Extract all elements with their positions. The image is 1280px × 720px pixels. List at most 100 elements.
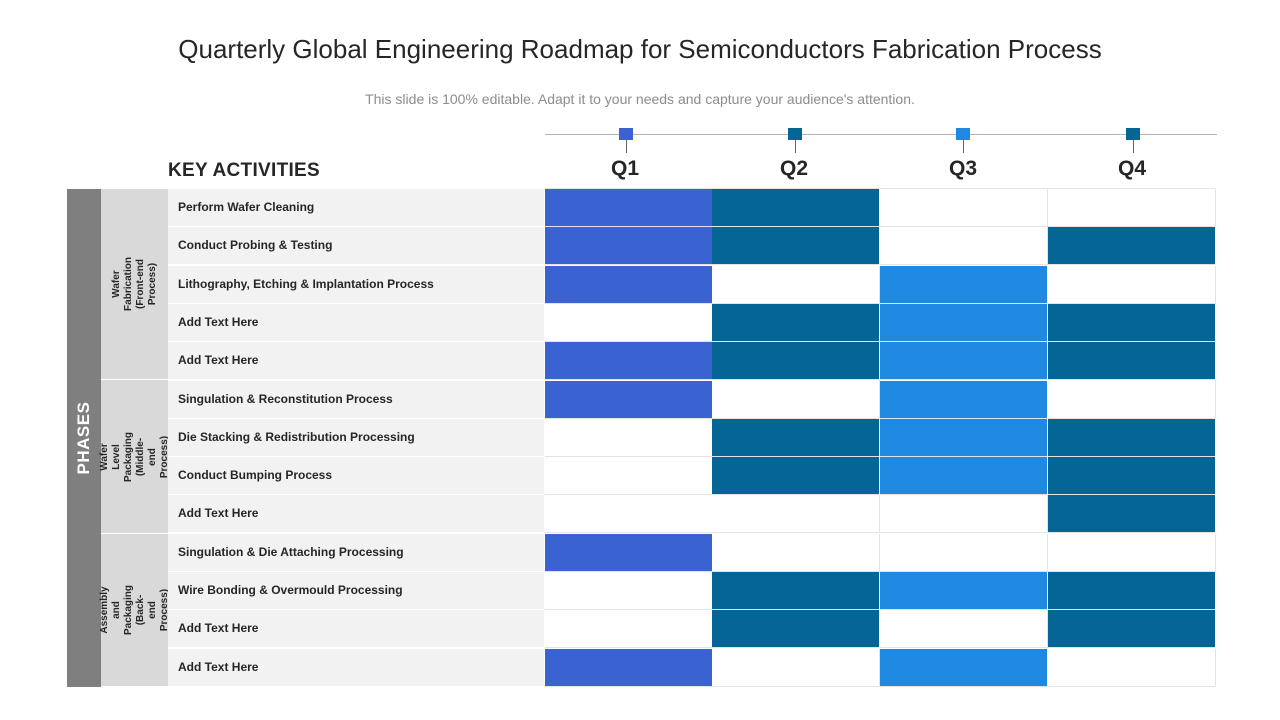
phase-group-label: Wafer Fabrication (Front-end Process): [111, 257, 159, 311]
quarter-cell-q2: [712, 380, 880, 419]
activity-row: Add Text Here: [168, 303, 1216, 342]
quarter-cell-q3: [880, 533, 1048, 572]
quarter-cell-q4: [1048, 342, 1216, 381]
q2-marker: [788, 128, 802, 140]
quarter-cell-q3: [880, 648, 1048, 687]
activity-row: Singulation & Die Attaching Processing: [168, 533, 1216, 572]
q4-label: Q4: [1117, 157, 1146, 180]
activity-label: Add Text Here: [178, 621, 259, 636]
activity-label-cell: Add Text Here: [168, 648, 544, 687]
quarter-cell-q1: [545, 533, 713, 572]
quarter-cell-q4: [1048, 227, 1216, 266]
q1-label: Q1: [610, 157, 639, 180]
activity-label-cell: Singulation & Reconstitution Process: [168, 380, 544, 419]
phase-group-label: Assembly and Packaging (Back- end Proces…: [99, 585, 171, 635]
q1-stem: [626, 140, 627, 153]
quarter-cell-q4: [1048, 303, 1216, 342]
quarter-cell-q3: [880, 380, 1048, 419]
quarter-cell-q2: [712, 418, 880, 457]
slide-title: Quarterly Global Engineering Roadmap for…: [178, 34, 1102, 64]
activity-label-cell: Perform Wafer Cleaning: [168, 189, 544, 227]
phase-label-line2: end Process): [146, 588, 170, 632]
slide-subtitle: This slide is 100% editable. Adapt it to…: [365, 91, 915, 107]
activity-row: Add Text Here: [168, 648, 1216, 687]
quarter-cell-q3: [880, 572, 1048, 610]
quarter-cell-q1: [545, 495, 713, 534]
activity-label-cell: Add Text Here: [168, 495, 544, 534]
q4-stem: [1133, 140, 1134, 153]
quarter-cell-q4: [1048, 457, 1216, 496]
quarter-cell-q3: [880, 495, 1048, 534]
quarter-cell-q4: [1048, 380, 1216, 419]
quarter-cell-q1: [545, 342, 713, 381]
quarter-cell-q1: [545, 572, 713, 610]
activity-label-cell: Add Text Here: [168, 303, 544, 342]
quarter-cell-q3: [880, 303, 1048, 342]
quarter-cell-q2: [712, 342, 880, 381]
activity-label-cell: Die Stacking & Redistribution Processing: [168, 418, 544, 457]
grid-top-border: [545, 188, 1215, 189]
timeline-line: [545, 134, 1217, 135]
activity-label-cell: Conduct Bumping Process: [168, 457, 544, 496]
quarter-cell-q3: [880, 342, 1048, 381]
quarter-cell-q4: [1048, 189, 1216, 227]
quarter-cell-q1: [545, 303, 713, 342]
q4-marker: [1126, 128, 1140, 140]
q3-label: Q3: [948, 157, 977, 180]
quarter-cell-q2: [712, 303, 880, 342]
key-activities-heading: KEY ACTIVITIES: [168, 160, 321, 181]
quarter-cell-q2: [712, 265, 880, 304]
quarter-cell-q4: [1048, 533, 1216, 572]
quarter-cell-q3: [880, 457, 1048, 496]
activity-label: Conduct Bumping Process: [178, 468, 333, 483]
activity-label: Die Stacking & Redistribution Processing: [178, 429, 415, 444]
phase-label-line2: (Front-end Process): [134, 259, 158, 310]
phases-bar: PHASES: [67, 189, 101, 687]
quarter-cell-q1: [545, 189, 713, 227]
quarter-cell-q2: [712, 457, 880, 496]
activity-row: Lithography, Etching & Implantation Proc…: [168, 265, 1216, 304]
activity-row: Add Text Here: [168, 610, 1216, 649]
activity-row: Perform Wafer Cleaning: [168, 189, 1216, 227]
q2-stem: [795, 140, 796, 153]
activity-row: Add Text Here: [168, 495, 1216, 534]
activity-label: Add Text Here: [178, 506, 259, 521]
quarter-cell-q4: [1048, 610, 1216, 649]
activity-label: Conduct Probing & Testing: [178, 238, 333, 253]
quarter-cell-q4: [1048, 572, 1216, 610]
quarter-cell-q1: [545, 227, 713, 266]
quarter-cell-q3: [880, 227, 1048, 266]
activity-row: Die Stacking & Redistribution Processing: [168, 418, 1216, 457]
quarter-cell-q3: [880, 610, 1048, 649]
phase-label-line2: (Middle-end Process): [134, 435, 170, 478]
quarter-cell-q2: [712, 533, 880, 572]
activity-label-cell: Lithography, Etching & Implantation Proc…: [168, 265, 544, 304]
activity-label-cell: Add Text Here: [168, 342, 544, 381]
activity-label-cell: Conduct Probing & Testing: [168, 227, 544, 266]
phases-label: PHASES: [74, 401, 93, 475]
activity-label-cell: Wire Bonding & Overmould Processing: [168, 572, 544, 610]
q2-label: Q2: [779, 157, 808, 180]
q3-stem: [963, 140, 964, 153]
activity-label: Add Text Here: [178, 659, 259, 674]
activity-label: Perform Wafer Cleaning: [178, 200, 315, 214]
quarter-cell-q4: [1048, 495, 1216, 534]
activity-label-cell: Add Text Here: [168, 610, 544, 649]
activity-row: Conduct Bumping Process: [168, 457, 1216, 496]
phase-group-label: Wafer Level Packaging (Middle-end Proces…: [99, 431, 171, 481]
quarter-cell-q4: [1048, 648, 1216, 687]
quarter-cell-q1: [545, 648, 713, 687]
q1-marker: [619, 128, 633, 140]
quarter-cell-q3: [880, 189, 1048, 227]
quarter-cell-q1: [545, 457, 713, 496]
activity-label: Singulation & Die Attaching Processing: [178, 544, 404, 559]
activity-label: Singulation & Reconstitution Process: [178, 391, 393, 406]
quarter-cell-q2: [712, 227, 880, 266]
quarter-cell-q3: [880, 418, 1048, 457]
phase-label-line1: Wafer Level Packaging: [98, 431, 134, 482]
activity-row: Wire Bonding & Overmould Processing: [168, 572, 1216, 610]
activity-row: Add Text Here: [168, 342, 1216, 381]
phase-group-front-end: Wafer Fabrication (Front-end Process): [101, 189, 168, 380]
activity-label: Add Text Here: [178, 314, 259, 329]
quarter-cell-q1: [545, 418, 713, 457]
